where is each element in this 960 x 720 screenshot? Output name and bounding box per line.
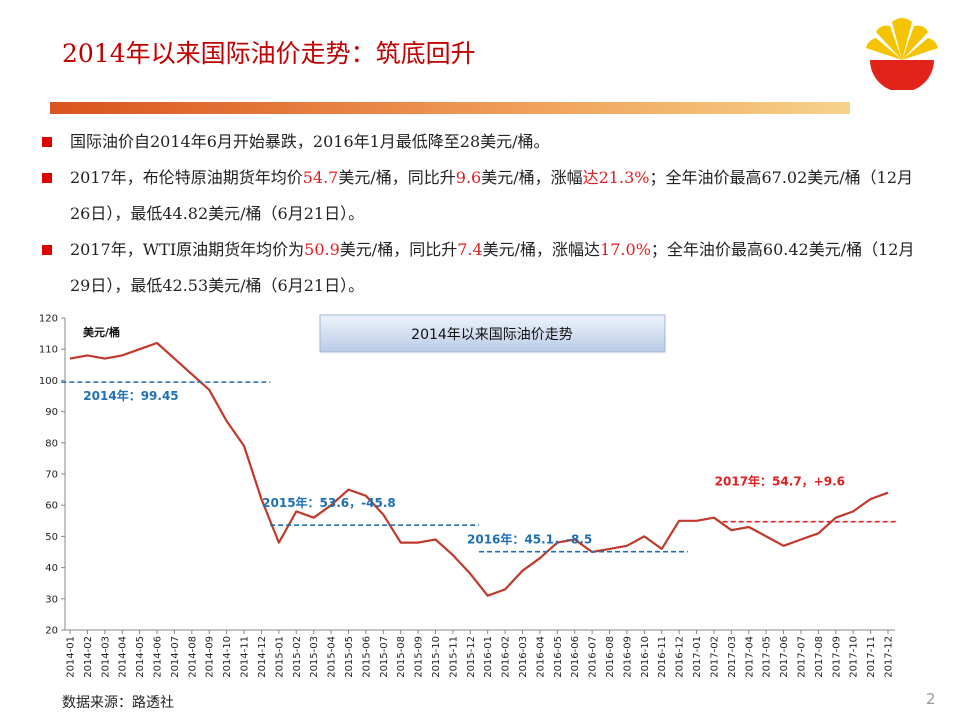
chart-title-box: [319, 314, 666, 353]
title-bar: [50, 102, 850, 114]
x-tick-label: 2014-01: [66, 636, 77, 678]
bullet-text: 9.6: [455, 168, 482, 187]
x-tick-label: 2014-10: [222, 636, 233, 678]
x-tick-label: 2015-09: [414, 636, 425, 678]
x-tick-label: 2017-05: [762, 636, 773, 678]
bullet-text: ；全年油价最高60.42美元/桶（12月29日），最低42.53美元/桶（6月2…: [70, 240, 915, 295]
x-tick-label: 2015-05: [344, 636, 355, 678]
bullet-text: 达21.3%: [582, 168, 650, 187]
x-tick-label: 2017-06: [779, 636, 790, 678]
average-label: 2015年：53.6，-45.8: [262, 495, 396, 510]
x-tick-label: 2016-02: [501, 636, 512, 678]
source-note: 数据来源：路透社: [62, 695, 174, 711]
y-tick-label: 100: [39, 376, 58, 387]
bullet-text: 美元/桶，涨幅: [481, 168, 583, 187]
bullet-list: 国际油价自2014年6月开始暴跌，2016年1月最低降至28美元/桶。 2017年…: [42, 124, 920, 304]
x-tick-label: 2016-03: [518, 636, 529, 678]
chart: 20 30 40 50 60 70 80 90 100 110 120 2014-01 2014-02 2…: [39, 314, 897, 678]
x-tick-label: 2015-04: [327, 636, 338, 678]
x-tick-label: 2017-08: [814, 636, 825, 678]
y-axis-label: 美元/桶: [83, 325, 120, 339]
bullet: 国际油价自2014年6月开始暴跌，2016年1月最低降至28美元/桶。: [42, 124, 920, 160]
x-tick-label: 2016-07: [588, 636, 599, 678]
x-tick-label: 2015-01: [274, 636, 285, 678]
bullet-text: 美元/桶，同比升: [338, 168, 456, 187]
y-tick-label: 40: [45, 563, 58, 574]
x-tick-label: 2015-12: [466, 636, 477, 678]
x-tick-label: 2015-11: [448, 636, 459, 678]
average-label: 2016年：45.1，-8.5: [467, 532, 592, 547]
bullet-text: 2017年，布伦特原油期货年均价: [70, 168, 303, 187]
x-tick-label: 2014-04: [118, 636, 129, 678]
average-label: 2017年：54.7，+9.6: [715, 474, 845, 489]
bullet-text: 50.9: [304, 240, 340, 259]
x-tick-label: 2014-02: [83, 636, 94, 678]
series-line: [69, 341, 889, 597]
x-tick-label: 2017-09: [831, 636, 842, 678]
x-tick-label: 2015-06: [361, 636, 372, 678]
x-tick-label: 2016-11: [657, 636, 668, 678]
x-tick-label: 2017-03: [727, 636, 738, 678]
y-tick-label: 120: [39, 314, 58, 325]
x-tick-label: 2016-04: [535, 636, 546, 678]
bullet: 2017年，布伦特原油期货年均价54.7美元/桶，同比升9.6美元/桶，涨幅达2…: [42, 160, 920, 232]
x-tick-label: 2017-02: [709, 636, 720, 678]
x-tick-label: 2015-10: [431, 636, 442, 678]
bullet-text: 国际油价自2014年6月开始暴跌，2016年1月最低降至28美元/桶。: [70, 132, 550, 151]
x-tick-label: 2016-06: [570, 636, 581, 678]
bullet-text: 17.0%: [600, 240, 651, 259]
y-tick-label: 90: [45, 407, 58, 418]
x-tick-label: 2017-12: [884, 636, 895, 678]
bullet-text: 美元/桶，同比升: [339, 240, 458, 259]
x-tick-label: 2015-03: [309, 636, 320, 678]
x-tick-label: 2015-07: [379, 636, 390, 678]
logo: [866, 18, 938, 90]
x-tick-label: 2016-08: [605, 636, 616, 678]
y-tick-label: 70: [45, 470, 58, 481]
average-label: 2014年：99.45: [83, 388, 178, 403]
x-tick-label: 2014-06: [153, 636, 164, 678]
bullet: 2017年，WTI原油期货年均价为50.9美元/桶，同比升7.4美元/桶，涨幅达…: [42, 232, 920, 304]
x-tick-label: 2014-08: [187, 636, 198, 678]
x-tick-label: 2017-10: [849, 636, 860, 678]
bullet-text: 54.7: [302, 168, 339, 187]
x-tick-label: 2014-11: [240, 636, 251, 678]
y-tick-label: 80: [45, 438, 58, 449]
y-tick-label: 30: [45, 594, 58, 605]
x-tick-label: 2016-10: [640, 636, 651, 678]
x-tick-label: 2017-04: [744, 636, 755, 678]
slide-title: 2014年以来国际油价走势：筑底回升: [62, 39, 476, 68]
x-tick-label: 2014-05: [135, 636, 146, 678]
y-tick-label: 50: [45, 532, 58, 543]
y-tick-label: 60: [45, 501, 58, 512]
y-tick-label: 20: [45, 626, 58, 637]
page-number: 2: [926, 690, 936, 708]
x-tick-label: 2014-07: [170, 636, 181, 678]
x-tick-label: 2016-01: [483, 636, 494, 678]
x-tick-label: 2014-09: [205, 636, 216, 678]
bullet-text: 7.4: [457, 240, 483, 259]
bullet-text: 2017年，WTI原油期货年均价为: [70, 240, 305, 259]
x-tick-label: 2016-09: [622, 636, 633, 678]
x-tick-label: 2014-03: [100, 636, 111, 678]
x-tick-label: 2014-12: [257, 636, 268, 678]
x-tick-label: 2017-01: [692, 636, 703, 678]
chart-title: 2014年以来国际油价走势: [411, 327, 573, 343]
x-tick-label: 2015-02: [292, 636, 303, 678]
x-tick-label: 2017-07: [796, 636, 807, 678]
y-tick-label: 110: [39, 345, 58, 356]
bullet-text: ；全年油价最高67.02美元/桶（12月26日），最低44.82美元/桶（6月2…: [70, 168, 914, 223]
x-tick-label: 2016-05: [553, 636, 564, 678]
x-tick-label: 2015-08: [396, 636, 407, 678]
x-tick-label: 2016-12: [675, 636, 686, 678]
bullet-text: 美元/桶，涨幅达: [482, 240, 601, 259]
x-tick-label: 2017-11: [866, 636, 877, 678]
